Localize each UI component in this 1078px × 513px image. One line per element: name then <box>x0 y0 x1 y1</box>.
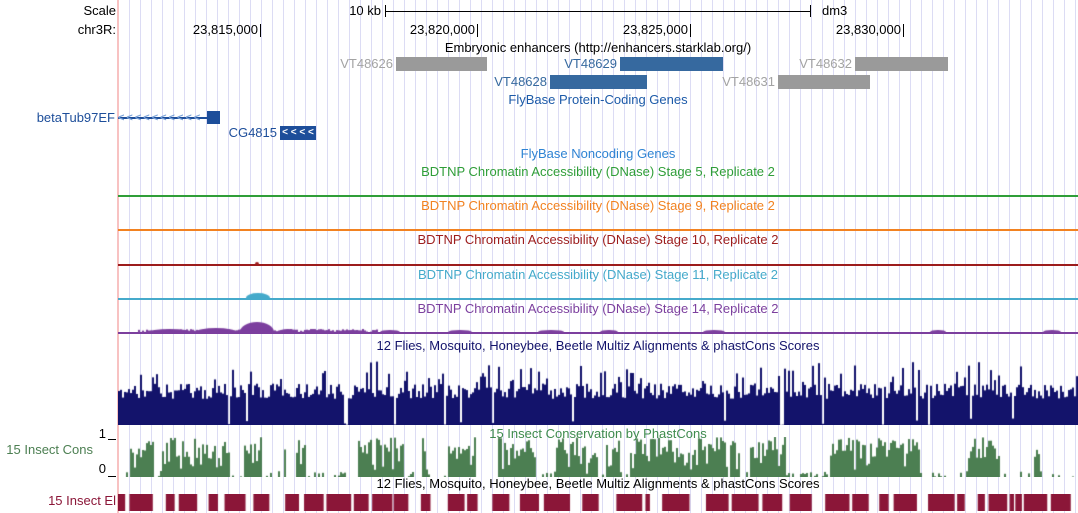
gene-exon-box[interactable] <box>207 111 220 124</box>
ruler-end-tick <box>810 5 811 17</box>
bdtnp-signal-baseline[interactable] <box>118 332 1078 334</box>
enhancer-label: VT48629 <box>564 56 617 71</box>
elements-track-title[interactable]: 12 Flies, Mosquito, Honeybee, Beetle Mul… <box>376 476 820 491</box>
coordinate-tick <box>260 24 261 37</box>
enhancer-box[interactable] <box>550 75 647 89</box>
chromosome-label: chr3R: <box>77 22 116 37</box>
conserved-elements-chart[interactable] <box>118 494 1078 511</box>
conservation-axis-max-tick <box>108 439 116 440</box>
coordinate-label: 23,830,000 <box>835 22 901 37</box>
enhancer-box[interactable] <box>855 57 948 71</box>
coordinate-tick <box>477 24 478 37</box>
enhancer-box[interactable] <box>620 57 723 71</box>
enhancer-label: VT48631 <box>722 74 775 89</box>
bdtnp-signal-baseline[interactable] <box>118 298 1078 300</box>
ruler-length-label: 10 kb <box>349 3 381 18</box>
conservation-wiggle-chart[interactable] <box>118 437 1078 477</box>
bdtnp-signal-peaks[interactable] <box>118 286 1078 298</box>
enhancers-track-title[interactable]: Embryonic enhancers (http://enhancers.st… <box>444 40 752 55</box>
gene-label-betatub97ef[interactable]: betaTub97EF <box>36 110 115 125</box>
coordinate-label: 23,820,000 <box>409 22 475 37</box>
enhancer-label: VT48628 <box>494 74 547 89</box>
bdtnp-track-title[interactable]: BDTNP Chromatin Accessibility (DNase) St… <box>417 232 779 247</box>
bdtnp-signal-peaks[interactable] <box>118 252 1078 264</box>
gene-intron-line[interactable] <box>118 117 208 119</box>
coordinate-label: 23,815,000 <box>192 22 258 37</box>
bdtnp-signal-baseline[interactable] <box>118 264 1078 266</box>
coordinate-tick <box>690 24 691 37</box>
enhancer-box[interactable] <box>778 75 870 89</box>
coding-genes-track-title[interactable]: FlyBase Protein-Coding Genes <box>508 92 688 107</box>
enhancer-label: VT48632 <box>799 56 852 71</box>
ruler-end-tick <box>385 5 386 17</box>
scale-label: Scale <box>83 3 116 18</box>
gene-label-cg4815[interactable]: CG4815 <box>228 125 277 140</box>
elements-left-label[interactable]: 15 Insect El <box>48 493 116 508</box>
coordinate-tick <box>903 24 904 37</box>
enhancer-box[interactable] <box>396 57 487 71</box>
conservation-axis-max: 1 <box>98 426 106 441</box>
bdtnp-signal-peaks[interactable] <box>118 320 1078 332</box>
ruler-line <box>385 11 811 12</box>
conservation-axis-min: 0 <box>98 461 106 476</box>
bdtnp-track-title[interactable]: BDTNP Chromatin Accessibility (DNase) St… <box>417 267 779 282</box>
assembly-label: dm3 <box>822 3 848 18</box>
conservation-left-label[interactable]: 15 Insect Cons <box>6 442 93 457</box>
bdtnp-track-title[interactable]: BDTNP Chromatin Accessibility (DNase) St… <box>421 198 775 213</box>
bdtnp-track-title[interactable]: BDTNP Chromatin Accessibility (DNase) St… <box>417 301 779 316</box>
coordinate-label: 23,825,000 <box>622 22 688 37</box>
conservation-axis-min-tick <box>108 476 116 477</box>
gene-direction-arrows: <<<<<<<<<< <box>118 112 203 124</box>
noncoding-genes-track-title[interactable]: FlyBase Noncoding Genes <box>520 146 676 161</box>
bdtnp-signal-baseline[interactable] <box>118 195 1078 197</box>
bdtnp-track-title[interactable]: BDTNP Chromatin Accessibility (DNase) St… <box>421 164 775 179</box>
bdtnp-signal-baseline[interactable] <box>118 229 1078 231</box>
gene-solid-box[interactable]: < < < < <box>280 126 316 140</box>
multiz-alignment-chart[interactable] <box>118 356 1078 425</box>
enhancer-label: VT48626 <box>340 56 393 71</box>
multiz-track-title[interactable]: 12 Flies, Mosquito, Honeybee, Beetle Mul… <box>376 338 820 353</box>
